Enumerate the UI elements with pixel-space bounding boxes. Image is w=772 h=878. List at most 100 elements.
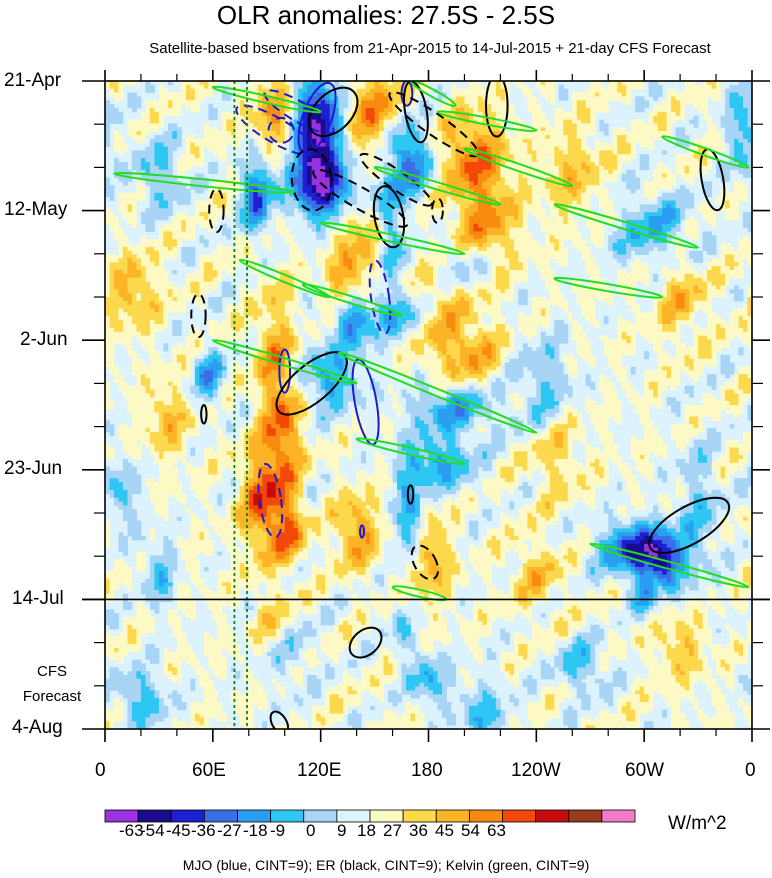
heatmap-cell — [352, 92, 358, 97]
heatmap-cell — [738, 135, 744, 140]
heatmap-cell — [221, 196, 227, 201]
heatmap-cell — [334, 146, 340, 151]
heatmap-cell — [554, 111, 560, 117]
heatmap-cell — [689, 227, 694, 232]
heatmap-cell — [118, 239, 124, 244]
heatmap-cell — [105, 142, 110, 147]
heatmap-cell — [284, 123, 290, 128]
heatmap-cell — [401, 119, 407, 124]
heatmap-cell — [495, 216, 501, 221]
heatmap-cell — [734, 258, 739, 263]
heatmap-cell — [118, 96, 124, 101]
heatmap-cell — [554, 250, 560, 255]
heatmap-cell — [729, 131, 735, 136]
heatmap-cell — [657, 239, 663, 244]
heatmap-cell — [545, 169, 551, 174]
heatmap-cell — [334, 169, 340, 174]
heatmap-cell — [343, 258, 349, 263]
heatmap-cell — [383, 100, 389, 105]
heatmap-cell — [450, 92, 456, 97]
heatmap-cell — [702, 200, 708, 205]
heatmap-cell — [473, 219, 479, 225]
heatmap-cell — [154, 150, 160, 155]
heatmap-cell — [500, 169, 506, 174]
heatmap-cell — [307, 81, 313, 86]
heatmap-cell — [441, 158, 447, 163]
heatmap-cell — [163, 200, 169, 205]
heatmap-cell — [284, 115, 290, 120]
heatmap-cell — [684, 200, 690, 205]
heatmap-cell — [518, 173, 524, 178]
heatmap-cell — [185, 258, 191, 263]
heatmap-cell — [262, 219, 268, 225]
heatmap-cell — [459, 96, 465, 101]
heatmap-cell — [356, 81, 362, 86]
heatmap-cell — [468, 100, 474, 105]
heatmap-cell — [334, 189, 340, 194]
heatmap-cell — [140, 196, 146, 201]
heatmap-cell — [203, 127, 209, 132]
heatmap-cell — [680, 212, 685, 217]
heatmap-cell — [280, 231, 286, 236]
heatmap-cell — [105, 135, 110, 140]
heatmap-cell — [428, 150, 434, 155]
heatmap-cell — [716, 142, 721, 147]
heatmap-cell — [361, 84, 366, 90]
heatmap-cell — [316, 235, 322, 240]
heatmap-cell — [158, 189, 164, 194]
heatmap-cell — [316, 146, 322, 151]
heatmap-cell — [356, 100, 362, 105]
heatmap-cell — [554, 216, 560, 221]
heatmap-cell — [208, 204, 214, 209]
heatmap-cell — [725, 108, 730, 113]
heatmap-cell — [522, 216, 528, 221]
heatmap-cell — [653, 108, 659, 113]
heatmap-cell — [554, 239, 560, 244]
heatmap-cell — [693, 162, 699, 167]
heatmap-cell — [105, 216, 110, 221]
heatmap-cell — [585, 246, 591, 252]
heatmap-cell — [536, 142, 542, 147]
heatmap-cell — [248, 88, 254, 93]
heatmap-cell — [612, 177, 618, 182]
heatmap-cell — [729, 84, 735, 90]
heatmap-cell — [545, 88, 551, 93]
heatmap-cell — [419, 84, 425, 90]
heatmap-cell — [361, 88, 366, 93]
heatmap-cell — [603, 192, 609, 198]
heatmap-cell — [329, 100, 335, 105]
heatmap-cell — [365, 169, 371, 174]
heatmap-cell — [630, 131, 636, 136]
heatmap-cell — [680, 185, 685, 190]
heatmap-cell — [558, 135, 564, 140]
heatmap-cell — [217, 181, 223, 186]
heatmap-cell — [329, 150, 335, 155]
heatmap-cell — [185, 254, 191, 259]
heatmap-cell — [621, 88, 627, 93]
heatmap-cell — [199, 219, 205, 225]
heatmap-cell — [109, 262, 115, 267]
heatmap-cell — [172, 142, 178, 147]
heatmap-cell — [554, 223, 560, 228]
heatmap-cell — [136, 243, 142, 248]
heatmap-cell — [145, 254, 151, 259]
heatmap-cell — [626, 250, 632, 255]
heatmap-cell — [172, 216, 178, 221]
heatmap-cell — [208, 162, 214, 167]
heatmap-cell — [657, 243, 663, 248]
heatmap-cell — [509, 135, 515, 140]
heatmap-cell — [468, 223, 474, 228]
heatmap-cell — [361, 111, 366, 117]
heatmap-cell — [549, 219, 555, 225]
heatmap-cell — [257, 84, 263, 90]
heatmap-cell — [397, 173, 402, 178]
heatmap-cell — [226, 200, 232, 205]
heatmap-cell — [280, 142, 286, 147]
heatmap-cell — [118, 92, 124, 97]
heatmap-cell — [545, 181, 551, 186]
heatmap-cell — [329, 219, 335, 225]
heatmap-cell — [370, 189, 375, 194]
heatmap-cell — [253, 115, 259, 120]
heatmap-cell — [316, 119, 322, 124]
heatmap-cell — [379, 135, 384, 140]
